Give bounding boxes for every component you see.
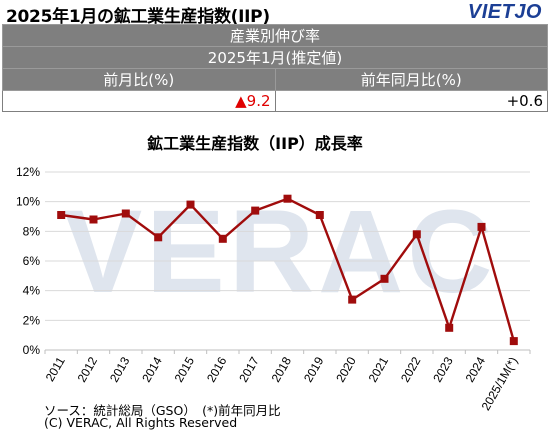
data-point (218, 234, 227, 243)
chart-title: 鉱工業生産指数（IIP）成長率 (147, 134, 363, 153)
vietjo-logo[interactable]: VIETJO (467, 1, 542, 23)
data-point (477, 222, 486, 231)
x-tick-label: 2020 (333, 354, 359, 384)
y-tick-label: 10% (16, 195, 40, 209)
summary-table: 産業別伸び率 2025年1月(推定値) 前月比(%) 前年同月比(%) ▲9.2… (2, 24, 548, 112)
mom-header: 前月比(%) (2, 68, 276, 91)
table-caption: 産業別伸び率 (2, 24, 548, 47)
data-point (348, 295, 357, 304)
x-tick-label: 2022 (398, 354, 424, 384)
data-point (509, 337, 518, 346)
data-point (89, 215, 98, 224)
y-tick-label: 8% (23, 224, 41, 238)
yoy-value: +0.6 (274, 90, 548, 112)
data-point (283, 194, 292, 203)
x-tick-label: 2017 (236, 354, 262, 384)
page-title: 2025年1月の鉱工業生産指数(IIP) (6, 7, 270, 27)
x-tick-label: 2015 (172, 354, 198, 384)
mom-value: ▲9.2 (2, 90, 276, 112)
x-tick-label: 2018 (269, 354, 295, 384)
table-header-row-2: 2025年1月(推定値) (2, 46, 548, 69)
data-point (57, 211, 66, 219)
x-tick-label: 2019 (301, 354, 327, 384)
y-tick-label: 0% (23, 343, 41, 357)
table-value-row: ▲9.2 +0.6 (2, 90, 548, 112)
table-column-header-row: 前月比(%) 前年同月比(%) (2, 68, 548, 91)
x-tick-label: 2011 (43, 354, 68, 384)
x-tick-label: 2023 (430, 354, 456, 384)
data-point (315, 211, 324, 219)
data-point (186, 200, 195, 209)
x-tick-label: 2016 (204, 354, 230, 384)
data-point (121, 209, 130, 218)
y-tick-label: 12% (16, 165, 40, 179)
x-tick-label: 2013 (107, 354, 133, 384)
x-tick-label: 2021 (366, 354, 392, 384)
x-tick-label: 2012 (75, 354, 101, 384)
copyright: (C) VERAC, All Rights Reserved (44, 415, 238, 430)
x-tick-label: 2014 (139, 354, 165, 384)
data-point (445, 323, 454, 332)
y-tick-label: 6% (23, 254, 41, 268)
y-axis-ticks: 0% 2% 4% 6% 8% 10% 12% (16, 165, 40, 357)
watermark: VERAC (63, 186, 496, 318)
series-iip-growth (57, 194, 518, 346)
y-tick-label: 4% (23, 284, 41, 298)
table-header-row-1: 産業別伸び率 (2, 24, 548, 47)
y-tick-label: 2% (23, 313, 41, 327)
data-point (380, 274, 389, 283)
data-point (251, 206, 260, 215)
data-point (154, 233, 163, 242)
table-period: 2025年1月(推定値) (2, 46, 548, 69)
data-point (412, 230, 421, 239)
x-tick-label: 2024 (463, 354, 489, 384)
source-note: ソース：統計総局（GSO） (*)前年同月比 (44, 403, 281, 418)
